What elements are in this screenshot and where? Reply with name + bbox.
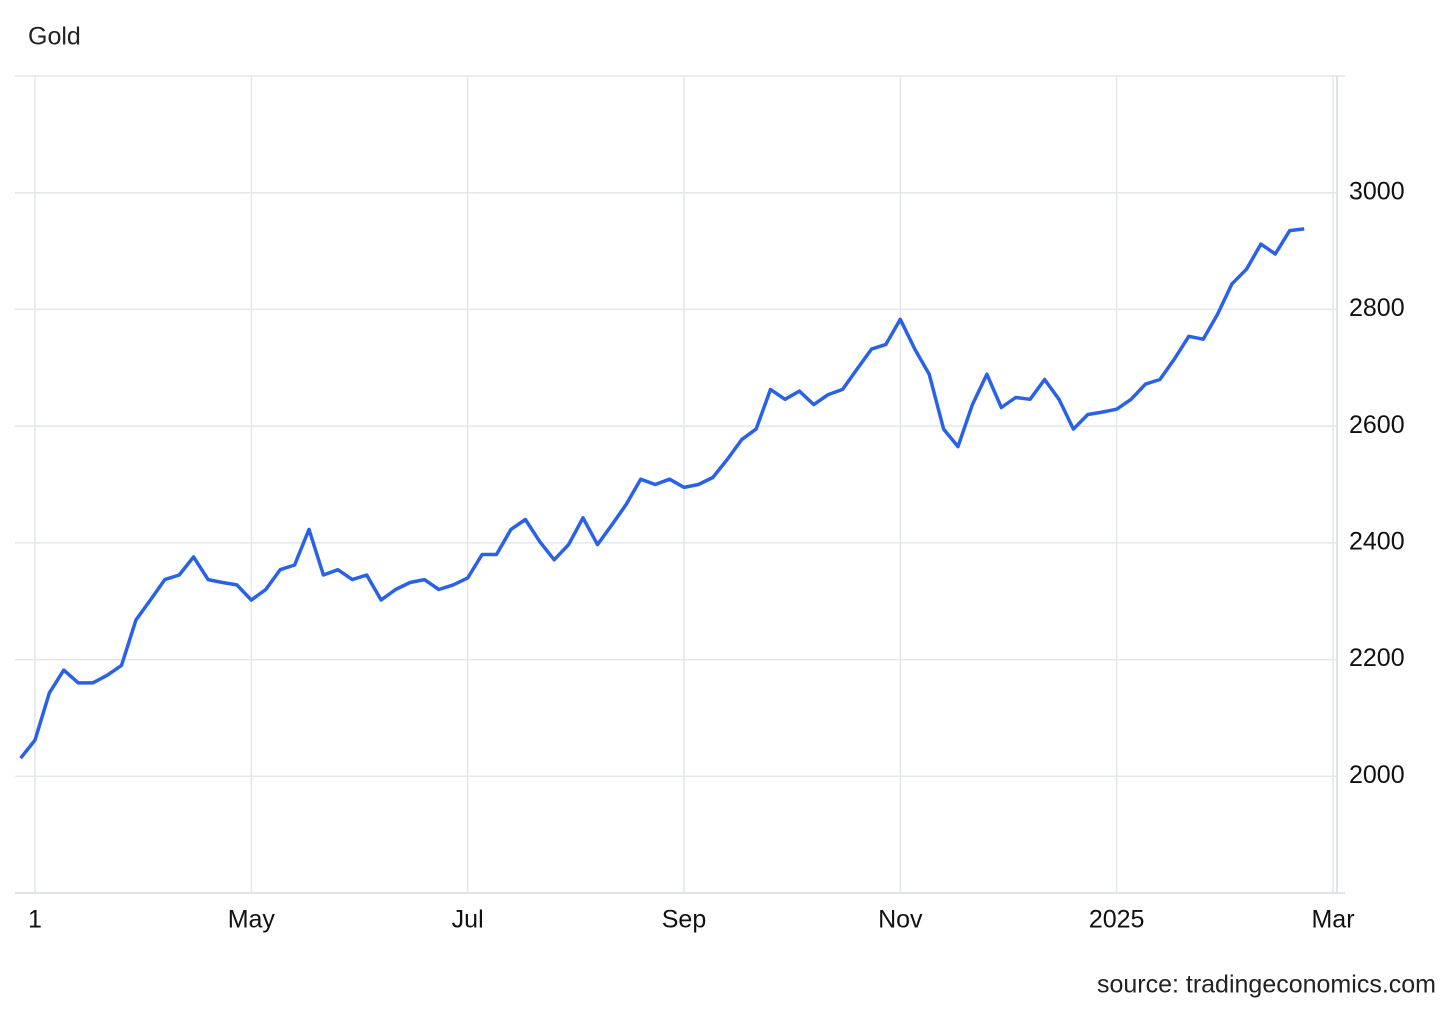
y-tick-label: 3000 [1349, 177, 1405, 205]
y-tick-label: 2600 [1349, 411, 1405, 439]
x-tick-label: Mar [1311, 906, 1354, 934]
x-tick-label: Nov [878, 906, 923, 934]
x-tick-label: 2025 [1089, 906, 1145, 934]
y-tick-label: 2800 [1349, 294, 1405, 322]
x-tick-label: Jul [452, 906, 484, 934]
chart-title: Gold [28, 23, 81, 51]
y-tick-label: 2000 [1349, 761, 1405, 789]
y-tick-label: 2200 [1349, 644, 1405, 672]
x-tick-label: Sep [662, 906, 706, 934]
source: source: tradingeconomics.com [1097, 971, 1436, 999]
x-tick-label: 1 [28, 906, 42, 934]
price-line [19, 227, 1305, 760]
y-tick-label: 2400 [1349, 527, 1405, 555]
x-tick-label: May [228, 906, 276, 934]
